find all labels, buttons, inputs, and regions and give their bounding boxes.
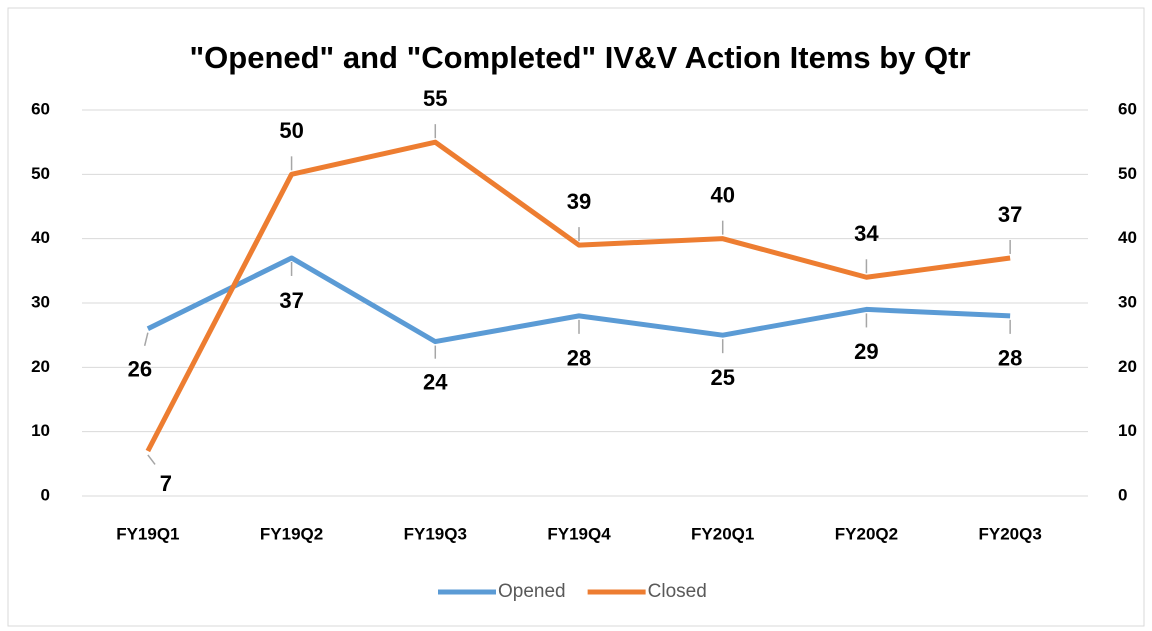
y2-tick-label: 40 <box>1118 228 1137 247</box>
legend-label: Closed <box>648 581 707 602</box>
data-label: 39 <box>567 189 591 214</box>
series-line <box>145 139 1011 453</box>
data-label: 28 <box>998 346 1022 371</box>
y-tick-label: 0 <box>41 485 50 504</box>
legend-label: Opened <box>498 581 566 602</box>
data-label: 28 <box>567 346 591 371</box>
y2-tick-label: 30 <box>1118 292 1137 311</box>
data-label: 7 <box>160 471 172 496</box>
data-label: 25 <box>710 365 734 390</box>
data-label: 37 <box>279 288 303 313</box>
data-label: 50 <box>279 118 303 143</box>
y-tick-label: 40 <box>31 228 50 247</box>
x-tick-label: FY19Q2 <box>260 524 323 543</box>
data-label: 34 <box>854 221 879 246</box>
y2-tick-label: 50 <box>1118 164 1137 183</box>
y-tick-label: 30 <box>31 292 50 311</box>
x-tick-label: FY19Q4 <box>547 524 611 543</box>
chart-title: "Opened" and "Completed" IV&V Action Ite… <box>189 40 970 75</box>
data-label: 26 <box>128 357 152 382</box>
x-tick-label: FY20Q3 <box>978 524 1041 543</box>
data-label: 37 <box>998 202 1022 227</box>
y2-tick-label: 0 <box>1118 485 1127 504</box>
x-tick-label: FY19Q3 <box>404 524 467 543</box>
y2-tick-label: 60 <box>1118 99 1137 118</box>
y2-tick-label: 20 <box>1118 357 1137 376</box>
data-label: 24 <box>423 369 448 394</box>
y-tick-label: 20 <box>31 357 50 376</box>
y2-tick-label: 10 <box>1118 421 1137 440</box>
x-tick-label: FY19Q1 <box>116 524 179 543</box>
y-tick-label: 60 <box>31 99 50 118</box>
series-line <box>146 255 1011 345</box>
data-label: 40 <box>710 182 734 207</box>
y-tick-label: 10 <box>31 421 50 440</box>
x-tick-label: FY20Q1 <box>691 524 754 543</box>
y-tick-label: 50 <box>31 164 50 183</box>
x-tick-label: FY20Q2 <box>835 524 898 543</box>
leader-line <box>147 454 156 465</box>
data-label: 55 <box>423 86 447 111</box>
data-label: 29 <box>854 339 878 364</box>
leader-line <box>143 332 149 347</box>
